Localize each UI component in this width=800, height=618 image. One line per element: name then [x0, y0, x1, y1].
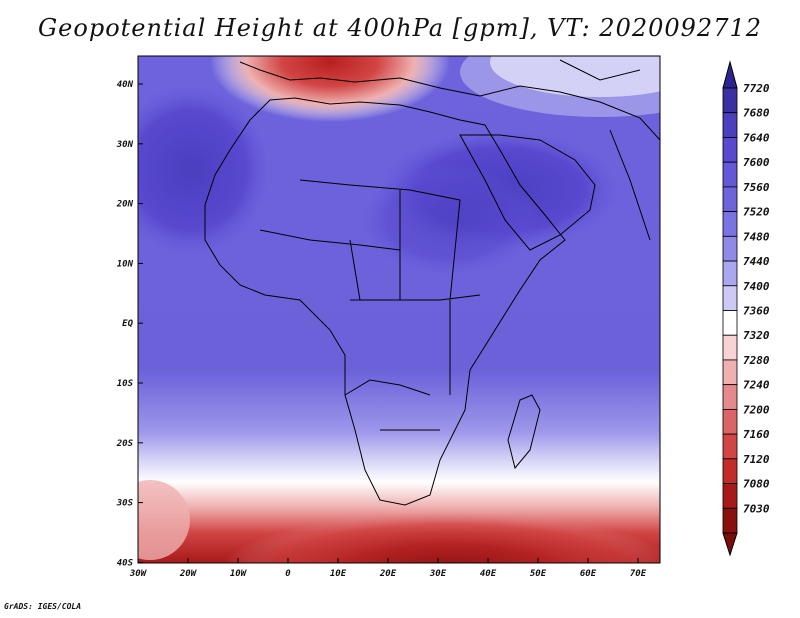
- colorbar-swatch: [722, 137, 738, 163]
- lat-label: 40S: [117, 558, 134, 568]
- colorbar-label: 7680: [743, 107, 770, 120]
- lon-label: 60E: [580, 569, 597, 579]
- colorbar-swatch: [722, 458, 738, 484]
- colorbar-swatch: [722, 87, 738, 114]
- colorbar: 7720 7680 7640 7600 7560 7520 7480 7440 7400 7360…: [722, 60, 770, 557]
- colorbar-swatch: [722, 359, 738, 386]
- grads-credit: GrADS: IGES/COLA: [4, 602, 82, 611]
- colorbar-swatch: [722, 211, 738, 237]
- colorbar-label: 7240: [743, 379, 770, 392]
- colorbar-label: 7120: [743, 453, 770, 466]
- colorbar-swatch: [722, 334, 738, 361]
- colorbar-label: 7720: [743, 82, 770, 95]
- coastlines: [204, 59, 660, 506]
- colorbar-label: 7200: [743, 403, 770, 416]
- colorbar-label: 7030: [743, 502, 770, 515]
- colorbar-label: 7560: [743, 181, 770, 194]
- colorbar-swatch: [722, 384, 738, 410]
- colorbar-label: 7520: [743, 206, 770, 219]
- plot-frame: [137, 55, 661, 564]
- lat-label: 40N: [117, 80, 134, 90]
- lat-label: 20S: [116, 439, 134, 449]
- colorbar-label: 7600: [743, 156, 770, 169]
- lat-label: 20N: [116, 200, 134, 210]
- colorbar-swatch: [722, 186, 738, 213]
- lat-label: 10S: [117, 379, 134, 389]
- lon-label: 30W: [129, 569, 148, 579]
- lon-label: 20W: [179, 569, 198, 579]
- colorbar-swatch: [722, 161, 738, 188]
- colorbar-label: 7080: [743, 478, 770, 491]
- colorbar-label: 7480: [743, 230, 770, 243]
- colorbar-swatch: [722, 285, 738, 311]
- lat-label: 10N: [117, 259, 134, 269]
- lon-label: 20E: [379, 569, 397, 579]
- colorbar-bottom-arrow: [722, 532, 738, 557]
- colorbar-label: 7320: [743, 329, 770, 342]
- colorbar-swatch: [722, 408, 738, 435]
- colorbar-label: 7360: [743, 305, 770, 318]
- colorbar-swatch: [722, 483, 738, 509]
- lon-label: 0: [285, 569, 291, 579]
- colorbar-label: 7640: [743, 131, 770, 144]
- colorbar-label: 7400: [743, 280, 770, 293]
- lat-label: EQ: [122, 319, 133, 329]
- colorbar-label: 7440: [743, 255, 770, 268]
- lon-label: 50E: [530, 569, 547, 579]
- plot-area: [138, 56, 660, 563]
- colorbar-label: 7160: [743, 428, 770, 441]
- colorbar-swatch: [722, 235, 738, 262]
- colorbar-swatch: [722, 433, 738, 460]
- lon-label: 10W: [230, 569, 248, 579]
- lon-label: 40E: [480, 569, 497, 579]
- colorbar-label: 7280: [743, 354, 770, 367]
- latitude-labels: 40N 30N 20N 10N EQ 10S 20S 30S 40S: [116, 80, 143, 568]
- lon-label: 70E: [630, 569, 647, 579]
- map-title: Geopotential Height at 400hPa [gpm], VT:…: [38, 14, 762, 42]
- colorbar-swatch: [722, 112, 738, 138]
- colorbar-top-arrow: [722, 60, 738, 89]
- lat-label: 30N: [116, 140, 134, 150]
- colorbar-swatch: [722, 507, 738, 534]
- lon-label: 10E: [330, 569, 347, 579]
- lat-label: 30S: [116, 499, 134, 509]
- colorbar-swatch: [722, 310, 738, 336]
- colorbar-swatch: [722, 260, 738, 287]
- lon-label: 30E: [429, 569, 447, 579]
- longitude-labels: 30W 20W 10W 0 10E 20E 30E 40E 50E 60E 70E: [129, 558, 647, 579]
